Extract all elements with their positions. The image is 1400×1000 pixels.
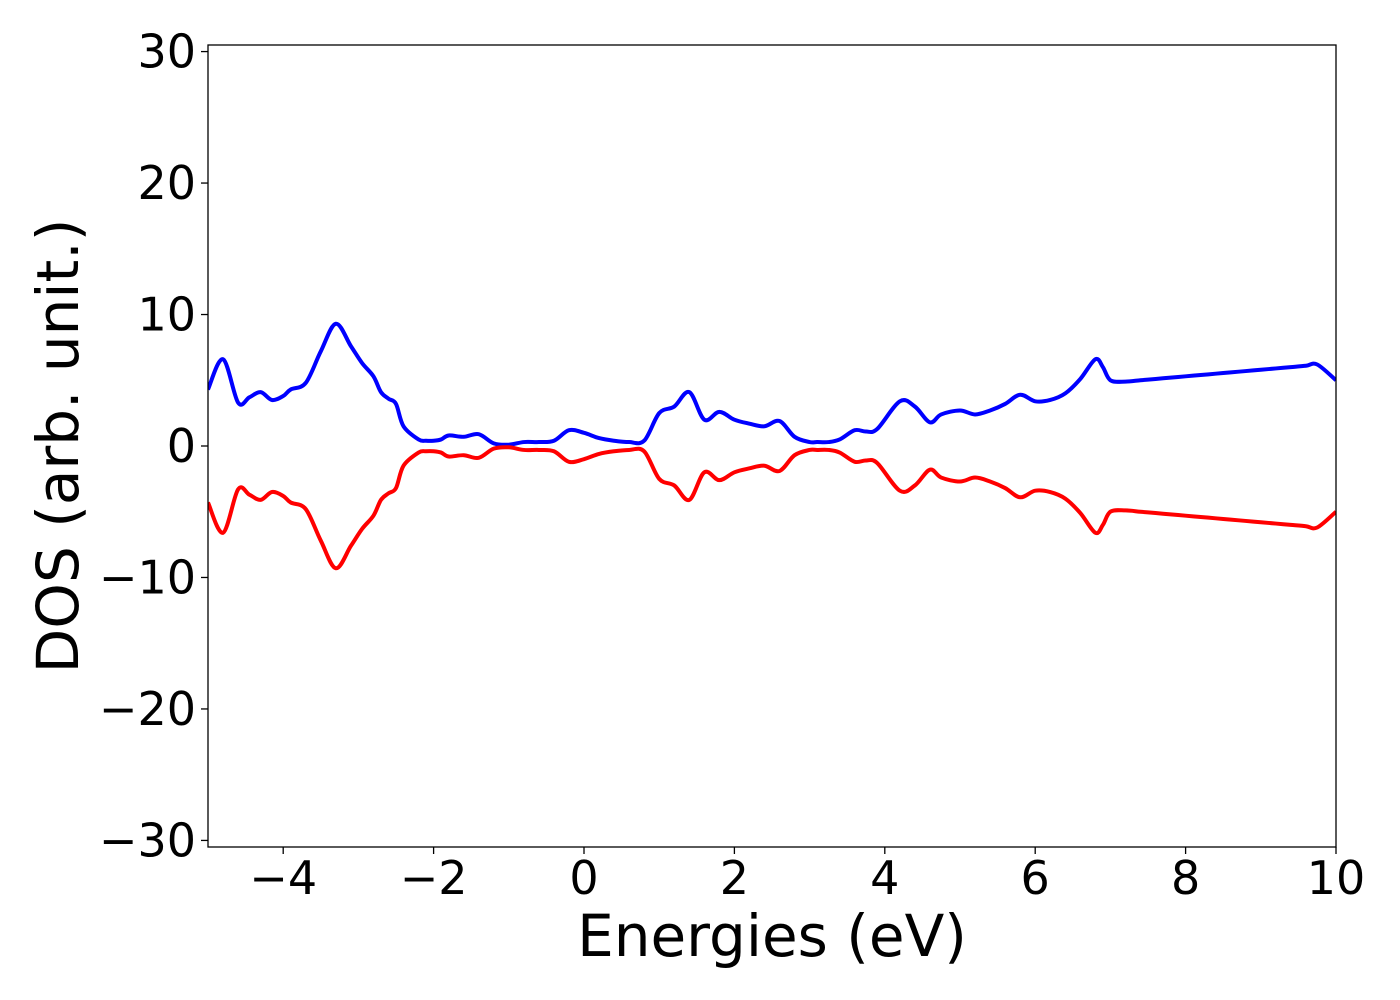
x-tick-label: 4 [870, 851, 899, 905]
dos-series-line-blue [208, 321, 1336, 447]
y-axis-title: DOS (arb. unit.) [24, 219, 92, 674]
plot-frame [207, 44, 1337, 848]
x-tick-label: 10 [1307, 851, 1366, 905]
y-tick-label: −10 [99, 550, 196, 604]
y-tick-label: −30 [99, 813, 196, 867]
y-tick-label: −20 [99, 682, 196, 736]
y-tick-label: 0 [167, 419, 196, 473]
y-tick-label: 30 [137, 25, 196, 79]
dos-series-line-red [208, 445, 1336, 571]
x-tick-label: 8 [1171, 851, 1200, 905]
series-layer [208, 321, 1336, 571]
x-tick-label: 0 [569, 851, 598, 905]
y-tick-label: 10 [137, 288, 196, 342]
x-tick-label: 6 [1021, 851, 1050, 905]
y-tick-label: 20 [137, 156, 196, 210]
x-tick-label: 2 [720, 851, 749, 905]
y-axis-ticks: −30 −20 −10 0 10 20 30 [99, 25, 208, 867]
x-tick-label: −2 [400, 851, 468, 905]
x-axis-ticks: −4 −2 0 2 4 6 8 10 [249, 847, 1365, 905]
x-tick-label: −4 [249, 851, 317, 905]
x-axis-title: Energies (eV) [577, 902, 967, 970]
